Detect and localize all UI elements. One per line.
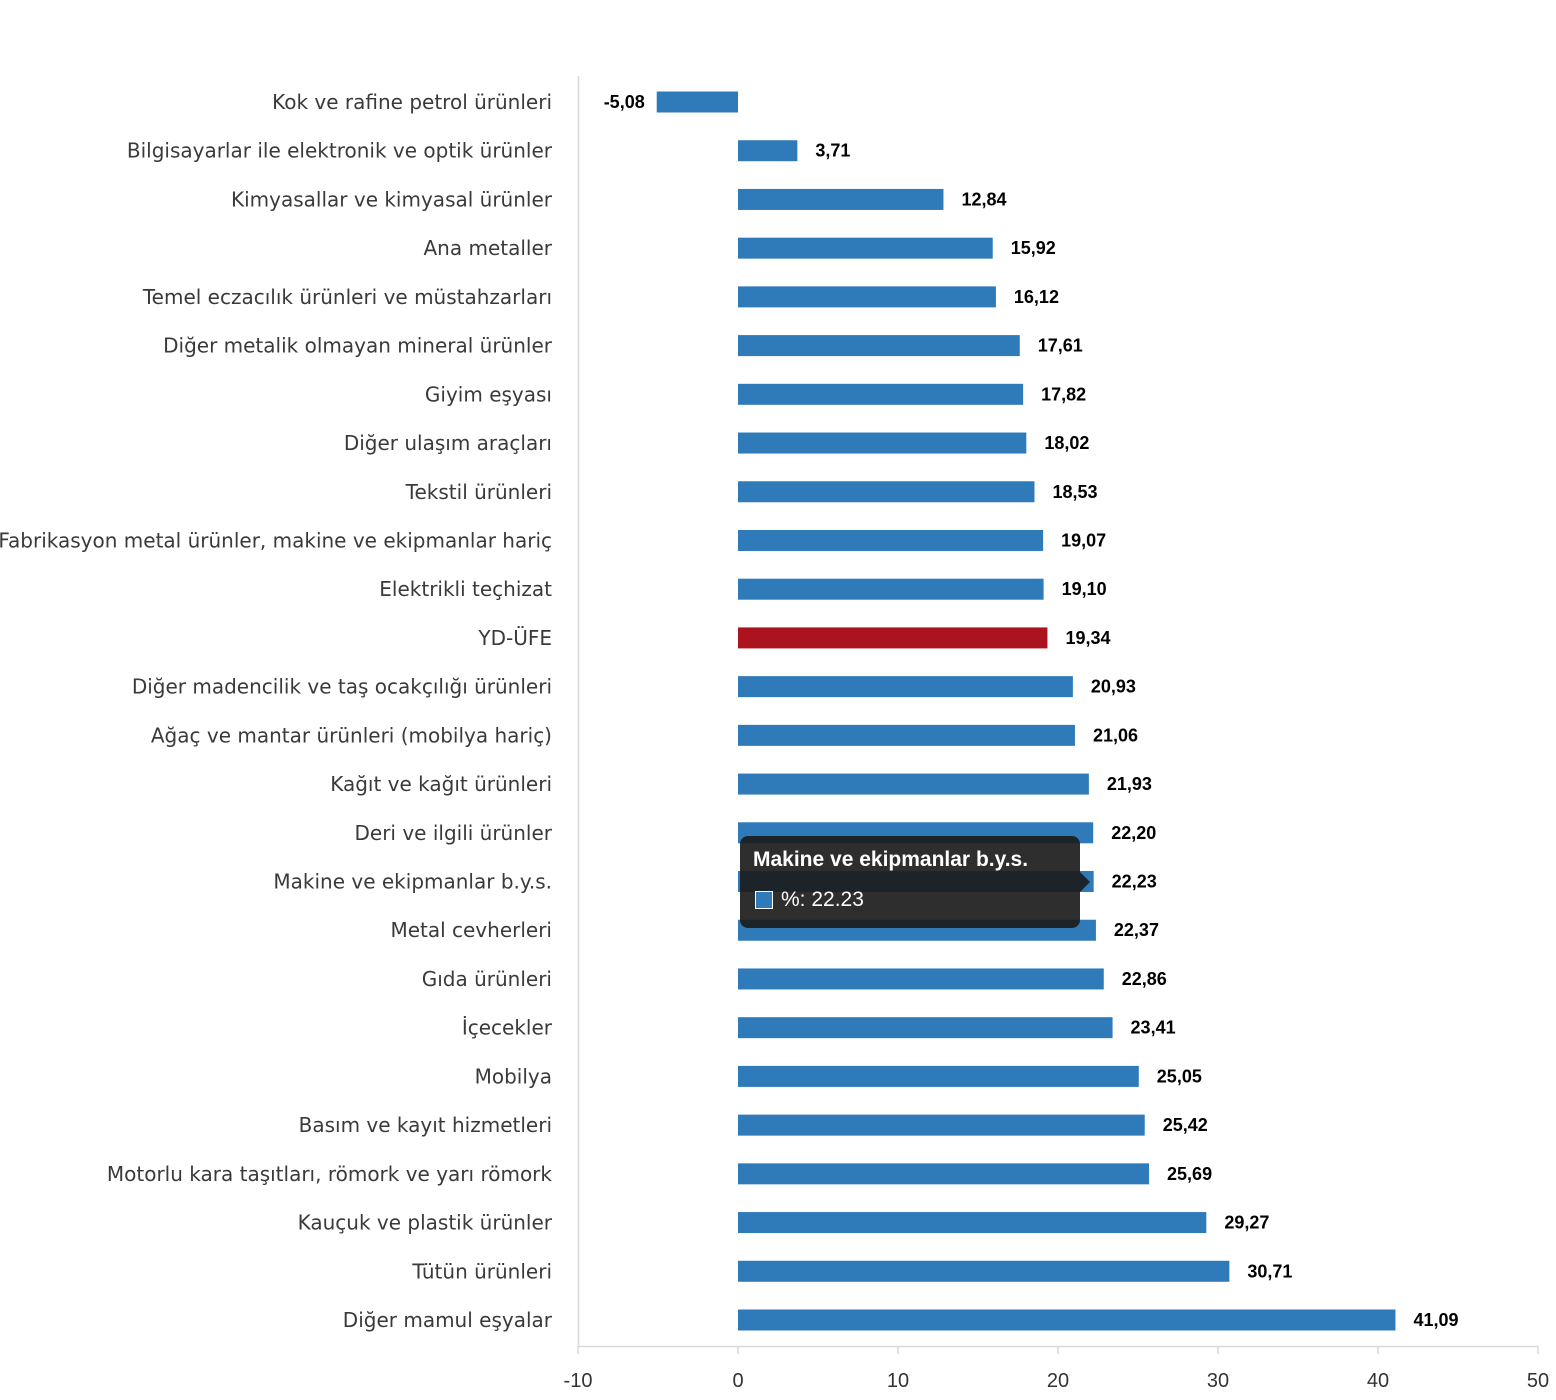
value-label: 15,92 (1011, 238, 1056, 258)
value-label: 22,86 (1122, 969, 1167, 989)
category-label: Deri ve ilgili ürünler (354, 821, 552, 845)
value-label: 17,82 (1041, 384, 1086, 404)
value-label: 17,61 (1038, 336, 1083, 356)
value-label: 21,06 (1093, 725, 1138, 745)
value-label: 18,02 (1044, 433, 1089, 453)
category-label: Kağıt ve kağıt ürünleri (330, 772, 552, 796)
bar[interactable] (738, 1065, 1139, 1087)
bar[interactable] (738, 1017, 1113, 1039)
value-label: 22,37 (1114, 920, 1159, 940)
bar[interactable] (738, 432, 1027, 454)
value-label: 25,42 (1163, 1115, 1208, 1135)
value-label: 19,07 (1061, 530, 1106, 550)
x-tick-label: 20 (1047, 1370, 1069, 1392)
value-label: 19,10 (1062, 579, 1107, 599)
category-label: Giyim eşyası (425, 382, 552, 406)
category-label: Metal cevherleri (390, 918, 552, 942)
bar[interactable] (656, 91, 738, 113)
x-tick-label: 0 (732, 1370, 743, 1392)
value-label: 16,12 (1014, 287, 1059, 307)
value-label: 20,93 (1091, 677, 1136, 697)
bar[interactable] (738, 676, 1073, 698)
category-label: Kok ve rafine petrol ürünleri (272, 90, 552, 114)
value-label: 21,93 (1107, 774, 1152, 794)
tooltip-title: Makine ve ekipmanlar b.y.s. (753, 848, 1029, 871)
value-label: -5,08 (604, 92, 645, 112)
value-label: 3,71 (815, 141, 850, 161)
category-label: Temel eczacılık ürünleri ve müstahzarlar… (142, 285, 552, 309)
bar[interactable] (738, 529, 1044, 551)
bar[interactable] (738, 286, 996, 308)
category-label: Ağaç ve mantar ürünleri (mobilya hariç) (151, 723, 552, 747)
category-label: Diğer ulaşım araçları (344, 431, 552, 455)
category-label: Tekstil ürünleri (405, 480, 552, 504)
value-label: 12,84 (961, 189, 1006, 209)
category-label: YD-ÜFE (477, 626, 552, 650)
category-label: Elektrikli teçhizat (379, 577, 552, 601)
bar[interactable] (738, 627, 1048, 649)
bar[interactable] (738, 1309, 1396, 1331)
bars (656, 91, 1396, 1331)
bar[interactable] (738, 1163, 1150, 1185)
category-label: Motorlu kara taşıtları, römork ve yarı r… (107, 1162, 553, 1186)
value-label: 22,20 (1111, 823, 1156, 843)
value-label: 22,23 (1112, 872, 1157, 892)
value-label: 25,69 (1167, 1164, 1212, 1184)
value-label: 23,41 (1131, 1018, 1176, 1038)
tooltip-value: %: 22.23 (781, 888, 864, 911)
bar[interactable] (738, 140, 798, 162)
value-label: 30,71 (1247, 1261, 1292, 1281)
category-label: Bilgisayarlar ile elektronik ve optik ür… (127, 139, 553, 163)
category-label: İçecekler (462, 1016, 553, 1040)
category-label: Makine ve ekipmanlar b.y.s. (273, 870, 552, 894)
x-tick-label: 50 (1527, 1370, 1549, 1392)
x-tick-label: 40 (1367, 1370, 1389, 1392)
x-tick-label: -10 (564, 1370, 593, 1392)
tooltip: Makine ve ekipmanlar b.y.s. %: 22.23 (740, 836, 1090, 928)
bar[interactable] (738, 968, 1104, 990)
value-label: 18,53 (1052, 482, 1097, 502)
bar[interactable] (738, 237, 993, 259)
category-label: Basım ve kayıt hizmetleri (299, 1113, 552, 1137)
bar[interactable] (738, 335, 1020, 357)
category-label: Mobilya (475, 1064, 552, 1088)
bar[interactable] (738, 383, 1024, 405)
tooltip-swatch (755, 891, 773, 909)
category-label: Kimyasallar ve kimyasal ürünler (231, 187, 553, 211)
bar[interactable] (738, 1212, 1207, 1234)
category-label: Fabrikasyon metal ürünler, makine ve eki… (0, 528, 552, 552)
tooltip-caret (1080, 872, 1090, 892)
category-label: Gıda ürünleri (422, 967, 552, 991)
axes: -10 0 10 20 30 40 50 (564, 76, 1549, 1392)
labels: Kok ve rafine petrol ürünleri -5,08 Bilgis… (0, 90, 1458, 1332)
x-tick-label: 30 (1207, 1370, 1229, 1392)
bar[interactable] (738, 724, 1075, 746)
value-label: 19,34 (1065, 628, 1110, 648)
bar[interactable] (738, 1114, 1145, 1136)
tooltip-row: %: 22.23 (755, 888, 864, 912)
bar[interactable] (738, 481, 1035, 503)
bar[interactable] (738, 578, 1044, 600)
bar[interactable] (738, 773, 1089, 795)
value-label: 29,27 (1224, 1213, 1269, 1233)
x-tick-label: 10 (887, 1370, 909, 1392)
category-label: Diğer madencilik ve taş ocakçılığı ürünl… (132, 675, 552, 699)
bar[interactable] (738, 188, 944, 210)
bar[interactable] (738, 1260, 1230, 1282)
value-label: 41,09 (1413, 1310, 1458, 1330)
category-label: Diğer mamul eşyalar (343, 1308, 553, 1332)
value-label: 25,05 (1157, 1066, 1202, 1086)
category-label: Kauçuk ve plastik ürünler (298, 1211, 553, 1235)
category-label: Ana metaller (424, 236, 553, 260)
category-label: Tütün ürünleri (411, 1259, 552, 1283)
category-label: Diğer metalik olmayan mineral ürünler (163, 334, 553, 358)
